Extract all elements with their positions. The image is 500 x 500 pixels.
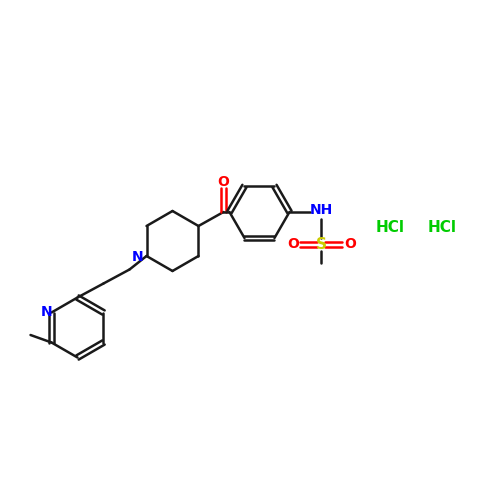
Text: N: N xyxy=(132,250,144,264)
Text: O: O xyxy=(218,174,230,188)
Text: O: O xyxy=(287,238,299,252)
Text: HCl: HCl xyxy=(428,220,457,235)
Text: O: O xyxy=(344,238,356,252)
Text: HCl: HCl xyxy=(376,220,404,235)
Text: S: S xyxy=(316,237,327,252)
Text: NH: NH xyxy=(310,203,333,217)
Text: N: N xyxy=(40,306,52,320)
